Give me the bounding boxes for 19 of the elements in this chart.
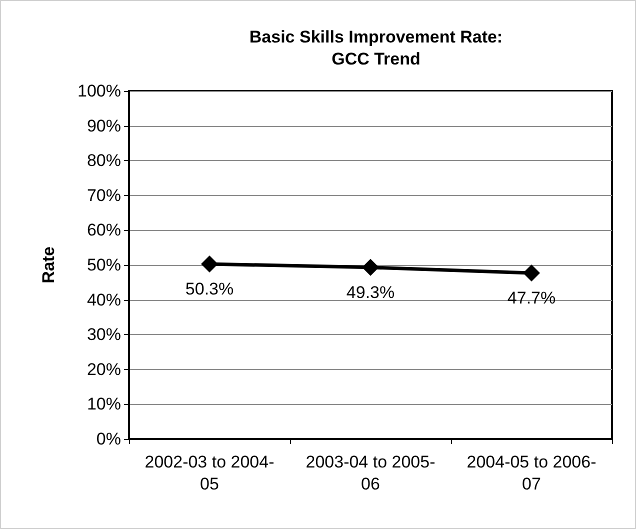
y-tick-label: 90%: [86, 116, 121, 136]
data-label: 50.3%: [185, 279, 234, 298]
y-tick-label: 40%: [86, 290, 121, 310]
y-tick-label: 100%: [78, 82, 121, 100]
y-tick-label: 0%: [96, 430, 121, 448]
y-tick-label: 30%: [86, 325, 121, 344]
data-label: 47.7%: [507, 288, 556, 308]
y-tick-label: 60%: [86, 220, 121, 240]
x-tick-label: 2002-03 to 2004-05: [144, 452, 274, 494]
y-tick-label: 50%: [86, 256, 121, 274]
y-axis-title: Rate: [39, 246, 58, 284]
y-tick-label: 20%: [86, 360, 121, 379]
y-tick-label: 80%: [86, 151, 121, 170]
chart-title: Basic Skills Improvement Rate: GCC Trend: [249, 28, 503, 68]
y-tick-label: 10%: [86, 394, 121, 414]
x-tick-label: 2004-05 to 2006-07: [466, 452, 596, 494]
x-tick-label: 2003-04 to 2005-06: [306, 452, 436, 494]
data-label: 49.3%: [346, 282, 395, 302]
y-tick-label: 70%: [86, 186, 121, 205]
